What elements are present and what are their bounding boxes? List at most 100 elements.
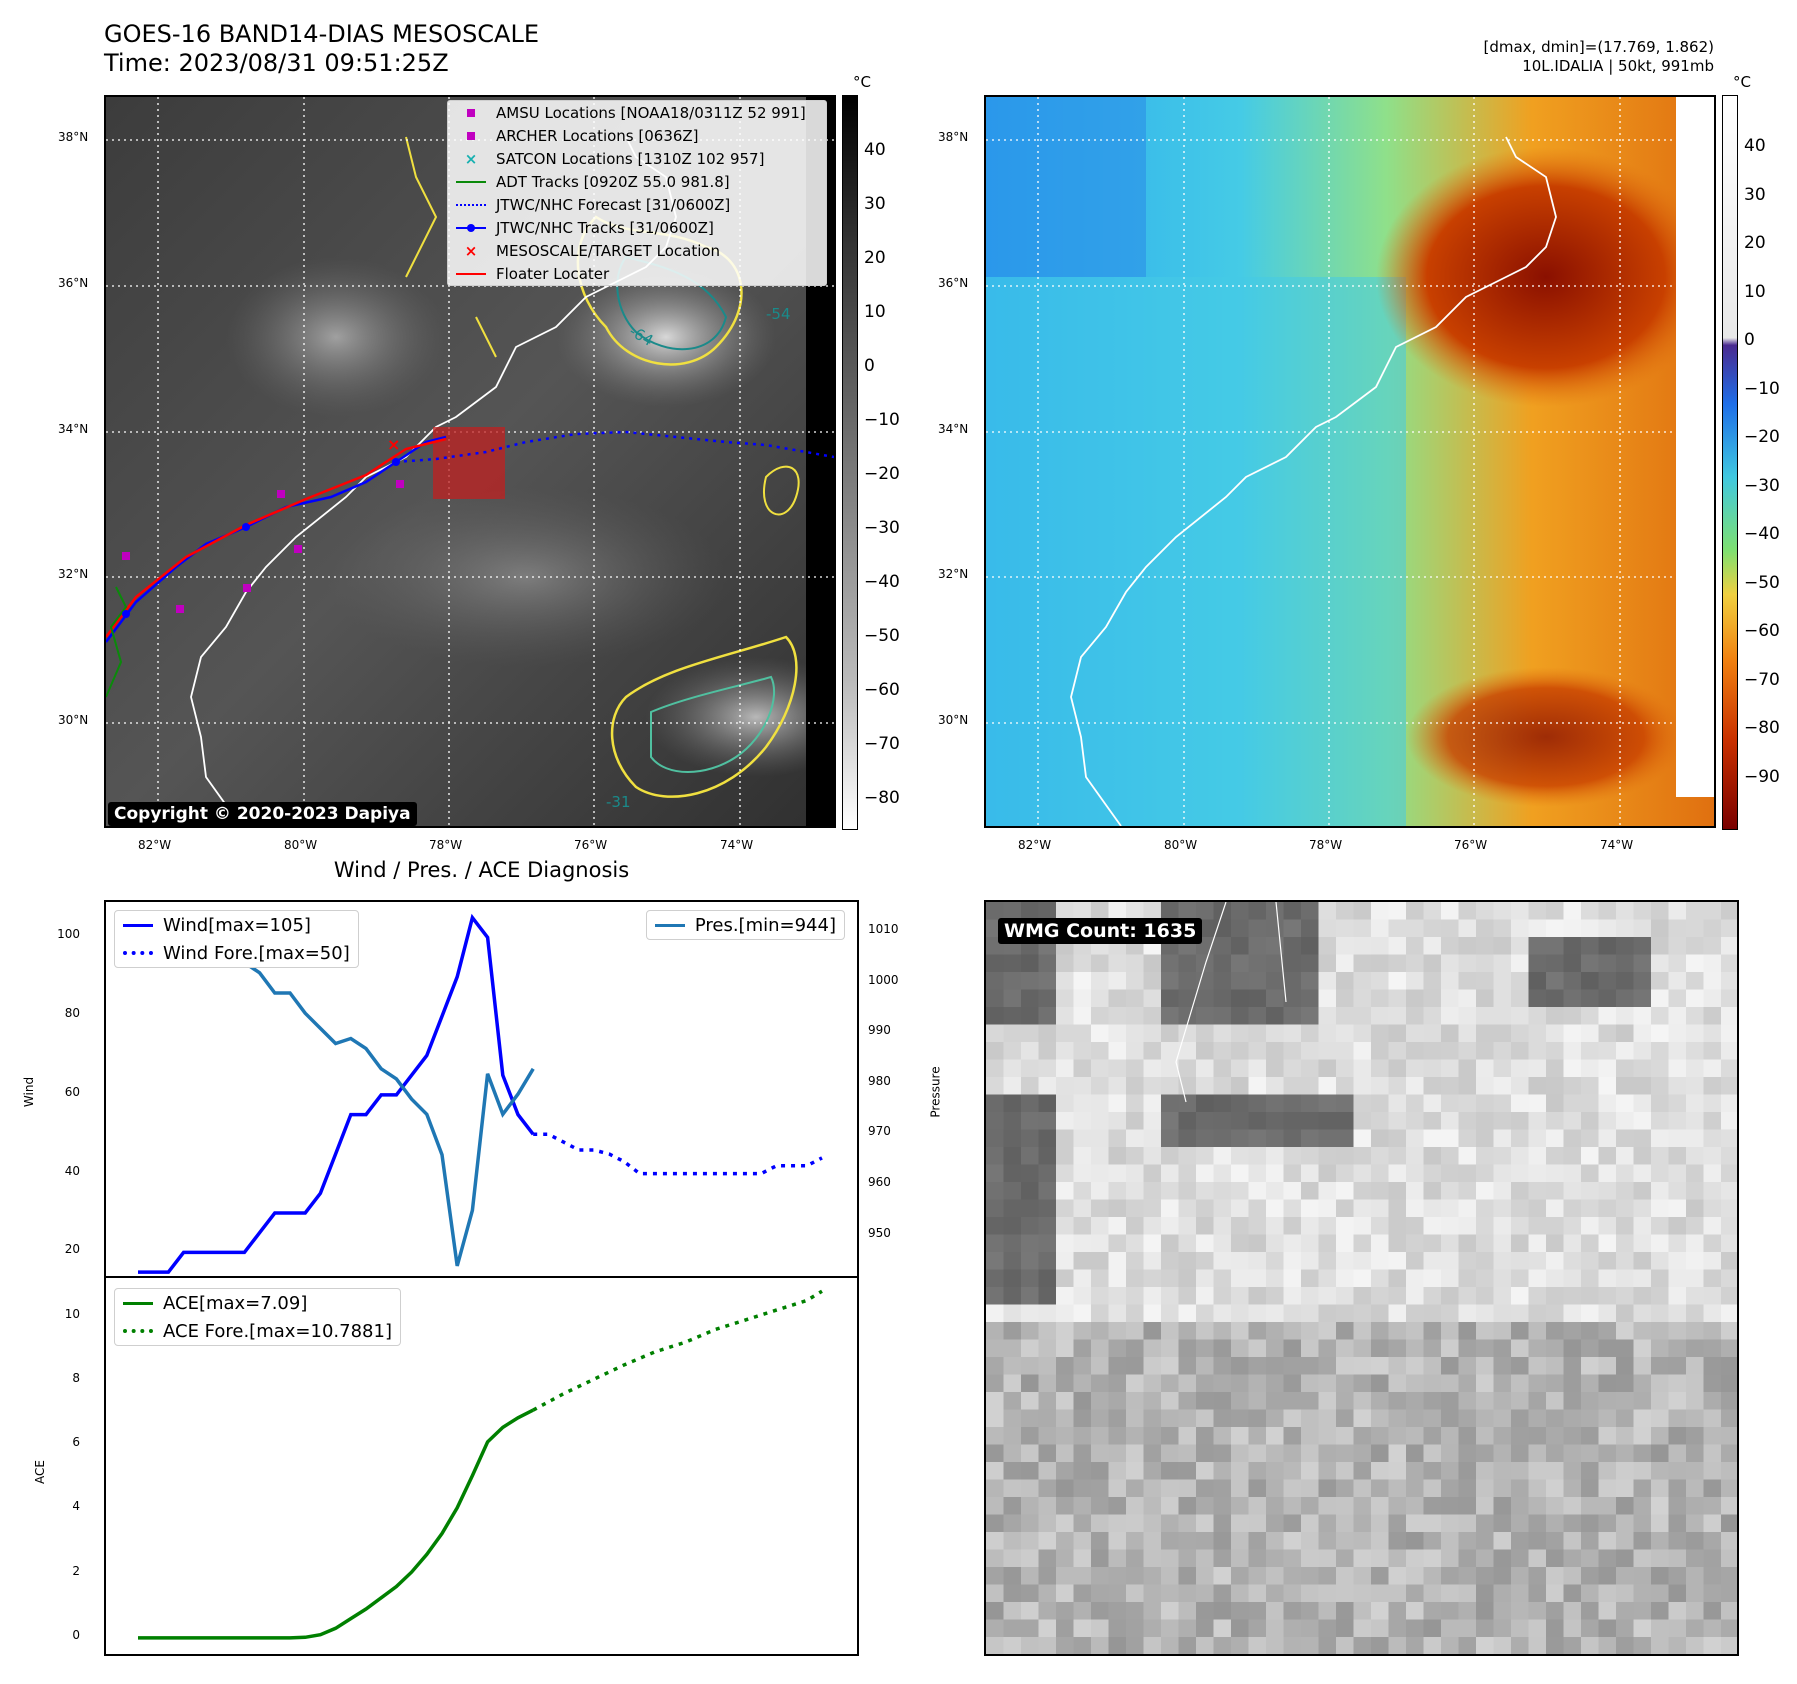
legend-label: SATCON Locations [1310Z 102 957] — [496, 149, 765, 168]
square-marker-icon — [456, 108, 486, 117]
legend-item: AMSU Locations [NOAA18/0311Z 52 991] — [448, 101, 826, 124]
ir-legend: AMSU Locations [NOAA18/0311Z 52 991] ARC… — [447, 100, 827, 286]
lat-tick-label: 30°N — [938, 713, 969, 727]
color-map-panel — [984, 95, 1716, 828]
ace-tick-label: 2 — [72, 1563, 80, 1578]
legend-label: ACE[max=7.09] — [163, 1292, 308, 1314]
color-colorbar-unit: °C — [1733, 73, 1751, 91]
series-line — [138, 1408, 534, 1640]
legend-label: JTWC/NHC Tracks [31/0600Z] — [496, 218, 714, 237]
lat-tick-label: 32°N — [938, 567, 969, 581]
lat-tick-label: 34°N — [58, 422, 89, 436]
copyright-badge: Copyright © 2020-2023 Dapiya — [108, 802, 417, 826]
color-colorbar-tick: 40 — [1744, 136, 1766, 156]
pressure-axis-label: Pressure — [928, 1066, 943, 1118]
wind-legend: Wind[max=105] Wind Fore.[max=50] — [114, 910, 359, 968]
x-marker-icon: × — [464, 241, 478, 260]
solid-line-icon — [123, 1301, 153, 1305]
series-line — [138, 913, 535, 1274]
legend-label: Wind[max=105] — [163, 914, 311, 936]
ace-tick-label: 10 — [64, 1306, 80, 1321]
color-colorbar-tick: −20 — [1744, 427, 1780, 447]
figure-time: Time: 2023/08/31 09:51:25Z — [104, 49, 449, 77]
ace-tick-label: 4 — [72, 1499, 80, 1514]
lon-tick-label: 80°W — [284, 838, 318, 852]
svg-text:×: × — [387, 435, 400, 454]
pressure-legend: Pres.[min=944] — [645, 910, 845, 940]
pressure-tick-label: 1000 — [868, 972, 899, 987]
wind-tick-label: 40 — [64, 1163, 80, 1178]
solid-line-icon — [456, 180, 486, 183]
ir-colorbar-tick: −30 — [864, 518, 900, 538]
lon-tick-label: 76°W — [1454, 838, 1488, 852]
ir-colorbar-tick: −70 — [864, 734, 900, 754]
lat-tick-label: 34°N — [938, 422, 969, 436]
lon-tick-label: 78°W — [1309, 838, 1343, 852]
wind-tick-label: 20 — [64, 1242, 80, 1257]
x-marker-icon: × — [464, 149, 478, 168]
coastline — [1175, 902, 1287, 1103]
ir-colorbar-unit: °C — [853, 73, 871, 91]
pressure-tick-label: 990 — [868, 1023, 891, 1038]
wind-tick-label: 80 — [64, 1006, 80, 1021]
series-line — [138, 940, 535, 1267]
pressure-tick-label: 1010 — [868, 922, 899, 937]
diagnosis-title: Wind / Pres. / ACE Diagnosis — [333, 858, 630, 882]
legend-label: JTWC/NHC Forecast [31/0600Z] — [496, 195, 731, 214]
solid-line-icon — [123, 923, 153, 927]
legend-label: Pres.[min=944] — [694, 914, 836, 936]
color-colorbar-tick: −30 — [1744, 475, 1780, 496]
legend-item: Floater Locater — [448, 262, 826, 285]
wind-pressure-panel: Wind[max=105] Wind Fore.[max=50] Pres.[m… — [104, 900, 859, 1278]
line-dot-icon — [456, 223, 486, 232]
ace-chart — [138, 1289, 823, 1640]
ir-colorbar-tick: −10 — [864, 410, 900, 430]
lat-tick-label: 38°N — [938, 130, 969, 144]
legend-label: Floater Locater — [496, 264, 610, 283]
color-colorbar-tick: 30 — [1744, 184, 1766, 205]
lon-tick-label: 82°W — [1018, 838, 1052, 852]
color-colorbar-tick: −10 — [1744, 378, 1780, 399]
ir-colorbar-tick: 30 — [864, 194, 886, 214]
legend-item: ACE[max=7.09] — [115, 1289, 400, 1317]
legend-label: ACE Fore.[max=10.7881] — [163, 1320, 392, 1342]
lon-tick-label: 76°W — [574, 838, 608, 852]
solid-line-icon — [654, 923, 685, 927]
wmg-image — [986, 902, 1737, 1654]
legend-label: MESOSCALE/TARGET Location — [496, 241, 721, 260]
figure-title: GOES-16 BAND14-DIAS MESOSCALE — [104, 20, 540, 48]
ace-legend: ACE[max=7.09] ACE Fore.[max=10.7881] — [114, 1288, 401, 1346]
lat-tick-label: 36°N — [938, 276, 969, 290]
dotted-line-icon — [456, 203, 486, 206]
legend-item: × MESOSCALE/TARGET Location — [448, 239, 826, 262]
ir-colorbar-tick: −20 — [864, 464, 900, 484]
dotted-line-icon — [123, 1329, 153, 1333]
series-line — [532, 1289, 823, 1412]
color-colorbar-tick: 20 — [1744, 233, 1766, 253]
legend-item: Pres.[min=944] — [647, 911, 844, 939]
wmg-count-badge: WMG Count: 1635 — [998, 918, 1203, 944]
lon-tick-label: 82°W — [138, 838, 172, 852]
ir-colorbar-tick: −40 — [864, 572, 900, 592]
color-map — [986, 97, 1714, 826]
series-line — [533, 1132, 823, 1176]
ace-tick-label: 0 — [72, 1627, 80, 1642]
legend-item: JTWC/NHC Tracks [31/0600Z] — [448, 216, 826, 239]
ir-colorbar-tick: 20 — [864, 248, 886, 268]
wind-tick-label: 100 — [57, 927, 80, 942]
legend-label: AMSU Locations [NOAA18/0311Z 52 991] — [496, 103, 806, 122]
lon-tick-label: 74°W — [720, 838, 754, 852]
ir-colorbar-tick: 0 — [864, 356, 875, 376]
color-colorbar-tick: −80 — [1744, 718, 1780, 738]
storm-meta: [dmax, dmin]=(17.769, 1.862) 10L.IDALIA … — [1484, 38, 1715, 76]
lat-tick-label: 32°N — [58, 567, 89, 581]
legend-item: ARCHER Locations [0636Z] — [448, 124, 826, 147]
legend-label: Wind Fore.[max=50] — [163, 942, 350, 964]
ace-panel: ACE[max=7.09] ACE Fore.[max=10.7881] — [104, 1276, 859, 1656]
legend-item: × SATCON Locations [1310Z 102 957] — [448, 147, 826, 170]
lat-tick-label: 30°N — [58, 713, 89, 727]
ir-colorbar-tick: −50 — [864, 626, 900, 646]
color-colorbar-tick: −70 — [1744, 669, 1780, 690]
solid-line-icon — [456, 272, 486, 275]
legend-item: Wind[max=105] — [115, 911, 358, 939]
